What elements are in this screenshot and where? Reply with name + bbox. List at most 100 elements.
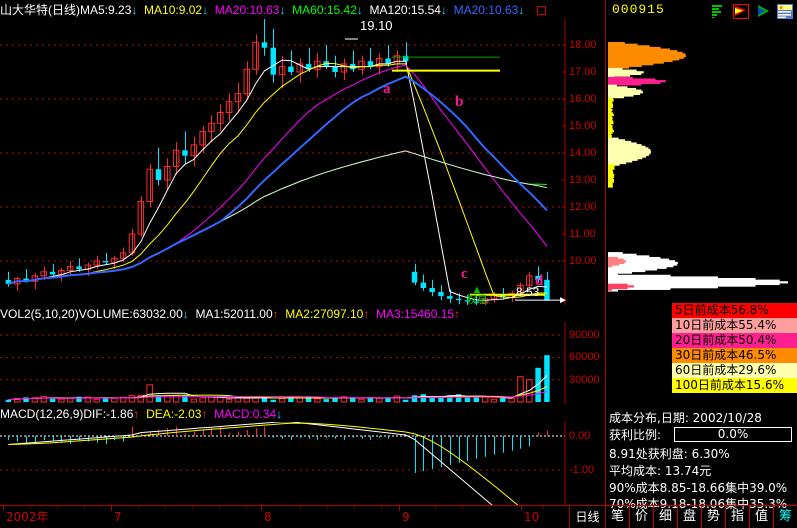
ma-legend-label-3: MA60:15.42	[292, 2, 357, 19]
ma-legend-label-4: MA120:15.54	[370, 2, 441, 19]
macd-indicator: MACD(12,26,9)	[0, 406, 83, 423]
date-minor-tick	[300, 506, 301, 509]
dividend-annotation: ▲ 权息	[466, 287, 488, 306]
date-axis-label-1: 7	[114, 511, 122, 524]
date-minor-tick	[57, 506, 58, 509]
tab-2[interactable]: 细	[654, 506, 678, 528]
date-minor-tick	[138, 506, 139, 509]
volume-indicator-label-1: MA1:52011.00	[195, 306, 272, 323]
volume-indicator-item-2: MA2:27097.10↑	[285, 306, 376, 323]
cost-legend-chip-5: 100日前成本15.6%	[672, 378, 797, 393]
price-axis-tick: 13.00	[569, 175, 597, 186]
average-cost-line: 平均成本: 13.74元	[609, 464, 711, 478]
macd-header: MACD(12,26,9) DIF:-1.86↑ DEA:-2.03↑ MACD…	[0, 406, 289, 423]
price-axis-tick: 12.00	[569, 202, 597, 213]
price-axis-tick: 14.00	[569, 148, 597, 159]
ma-legend-label-5: MA20:10.63	[454, 2, 519, 19]
price-chart-panel[interactable]	[0, 19, 605, 305]
date-minor-tick	[489, 506, 490, 509]
volume-indicator: VOL2(5,10,20)	[0, 306, 79, 323]
date-axis: 2002年 7 8 9 10	[0, 505, 605, 528]
volume-header: VOL2(5,10,20) VOLUME:63032.00↓ MA1:52011…	[0, 306, 467, 323]
macd-indicator-label-0: DIF:-1.86	[83, 406, 133, 423]
tab-4[interactable]: 势	[702, 506, 726, 528]
date-minor-tick	[219, 506, 220, 509]
cost-legend-chip-0: 5日前成本56.8%	[672, 303, 797, 318]
volume-indicator-label-3: MA3:15460.15	[376, 306, 454, 323]
date-minor-tick	[381, 506, 382, 509]
volume-axis-tick: 30000	[569, 375, 600, 386]
bar-chart-icon[interactable]	[711, 4, 727, 19]
date-axis-label-3: 9	[402, 511, 410, 524]
price-axis-tick: 16.00	[569, 94, 597, 105]
ma-legend-2: MA20:10.63↓	[215, 2, 292, 19]
chart-left-region: 山大华特(日线) MA5:9.23↓ MA10:9.02↓ MA20:10.63…	[0, 0, 605, 505]
header-toggle-box[interactable]	[537, 6, 546, 15]
price-axis-tick: 18.00	[569, 40, 597, 51]
ma-legend-1: MA10:9.02↓	[144, 2, 215, 19]
profit-at-price-line: 8.91处获利盘: 6.30%	[609, 447, 730, 461]
tab-1[interactable]: 价	[630, 506, 654, 528]
date-minor-tick	[246, 506, 247, 509]
date-minor-tick	[30, 506, 31, 509]
date-tick	[3, 506, 4, 511]
price-axis-tick: 17.00	[569, 67, 597, 78]
macd-indicator-label-2: MACD:0.34	[214, 406, 276, 423]
ma-legend-3: MA60:15.42↓	[292, 2, 369, 19]
macd-indicator-item-1: DEA:-2.03↑	[146, 406, 214, 423]
macd-chart-panel[interactable]	[0, 422, 605, 505]
tab-6[interactable]: 值	[750, 506, 774, 528]
date-minor-tick	[462, 506, 463, 509]
date-tick	[261, 506, 262, 511]
macd-indicator-item-0: DIF:-1.86↑	[83, 406, 146, 423]
tab-7[interactable]: 筹	[774, 506, 797, 528]
volume-indicator-label-0: VOLUME:63032.00	[79, 306, 183, 323]
date-tick	[521, 506, 522, 511]
stock-code: 000915	[612, 3, 665, 17]
ma-legend-4: MA120:15.54↓	[370, 2, 454, 19]
date-minor-tick	[435, 506, 436, 509]
ma-legend-5: MA20:10.63↓	[454, 2, 531, 19]
date-minor-tick	[165, 506, 166, 509]
date-minor-tick	[327, 506, 328, 509]
tab-3[interactable]: 盘	[678, 506, 702, 528]
volume-indicator-item-0: VOLUME:63032.00↓	[79, 306, 196, 323]
cost-distribution-region: 000915	[605, 0, 797, 505]
date-axis-label-4: 10	[524, 511, 539, 524]
volume-indicator-item-3: MA3:15460.15↑	[376, 306, 467, 323]
cost-legend-chip-2: 20日前成本50.4%	[672, 333, 797, 348]
chart-marker-a: a	[383, 82, 391, 97]
period-button[interactable]: 日线	[569, 506, 605, 528]
price-header: 山大华特(日线) MA5:9.23↓ MA10:9.02↓ MA20:10.63…	[0, 2, 546, 19]
ma-legend-label-2: MA20:10.63	[215, 2, 280, 19]
window-icon[interactable]	[777, 4, 793, 19]
macd-axis-tick: 0.00	[569, 431, 590, 442]
date-tick	[111, 506, 112, 511]
ma-legend-label-1: MA10:9.02	[144, 2, 202, 19]
date-minor-tick	[543, 506, 544, 509]
cost-date-line: 成本分布,日期: 2002/10/28	[609, 411, 762, 425]
high-price-label: 19.10	[360, 20, 393, 31]
price-axis-tick: 11.00	[569, 229, 596, 240]
volume-axis-tick: 60000	[569, 352, 600, 363]
tab-5[interactable]: 指	[726, 506, 750, 528]
cost-distribution-histogram[interactable]	[606, 20, 797, 300]
macd-indicator-label-1: DEA:-2.03	[146, 406, 201, 423]
ma-legend-0: MA5:9.23↓	[80, 2, 144, 19]
volume-indicator-label-2: MA2:27097.10	[285, 306, 363, 323]
date-axis-label-2: 8	[264, 511, 272, 524]
cost-legend-chip-3: 30日前成本46.5%	[672, 348, 797, 363]
macd-indicator-item-2: MACD:0.34↓	[214, 406, 289, 423]
volume-chart-panel[interactable]	[0, 322, 605, 404]
macd-axis-tick: -1.00	[569, 465, 594, 476]
cost-legend-chip-1: 10日前成本55.4%	[672, 318, 797, 333]
tab-0[interactable]: 笔	[606, 506, 630, 528]
cost-90-line: 90%成本8.85-18.66集中39.0%	[609, 481, 787, 495]
date-minor-tick	[192, 506, 193, 509]
arrow-play-icon[interactable]	[733, 4, 749, 19]
volume-axis-tick: 90000	[569, 330, 600, 341]
date-tick	[399, 506, 400, 511]
date-axis-label-0: 2002年	[6, 511, 49, 524]
chart-marker-b: b	[455, 95, 463, 110]
arrow-right-icon[interactable]	[755, 4, 771, 19]
